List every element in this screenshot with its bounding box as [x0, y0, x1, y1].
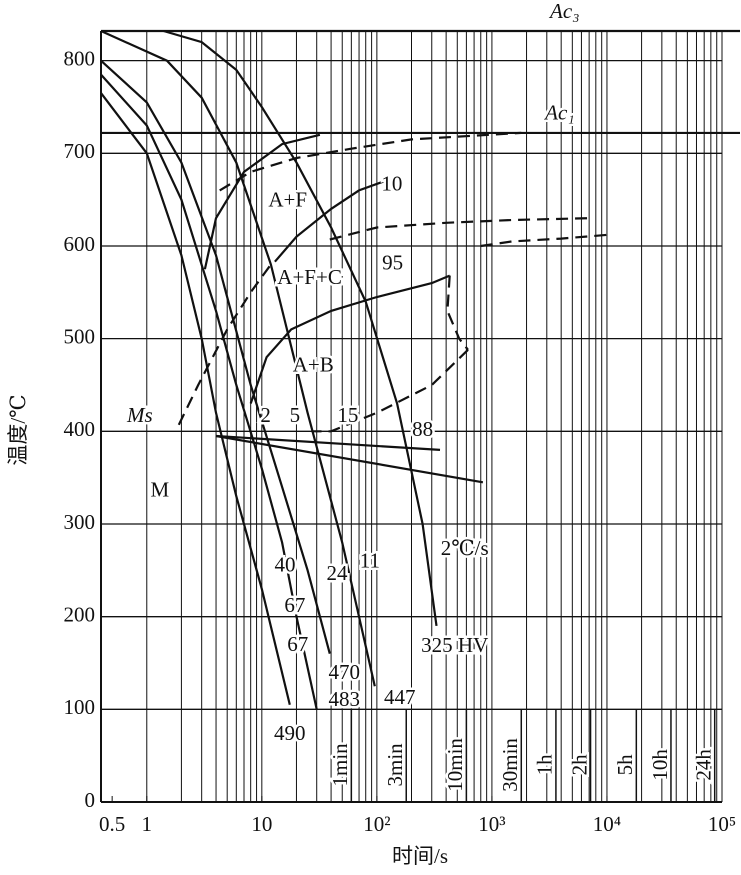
time-mark-label: 5h: [613, 754, 637, 776]
annotation: Ms: [126, 403, 153, 427]
x-tick-label: 10⁵: [708, 812, 736, 836]
curve: [177, 263, 272, 426]
annotation: 325 HV: [421, 633, 488, 657]
time-mark-label: 10h: [648, 749, 672, 781]
curve: [215, 434, 441, 451]
curve: [100, 73, 318, 710]
curve: [215, 434, 484, 484]
annotation: A+F: [268, 187, 307, 211]
annotation: 67: [287, 632, 308, 656]
annotation: 11: [360, 549, 380, 573]
y-tick-label: 500: [64, 324, 96, 348]
x-tick-label: 0.5: [99, 812, 125, 836]
annotation: 95: [382, 250, 403, 274]
time-mark-label: 1h: [533, 754, 557, 776]
y-axis-label: 温度/℃: [6, 394, 30, 465]
y-tick-label: 600: [64, 232, 96, 256]
x-axis-label: 时间/s: [392, 844, 448, 868]
annotation: 447: [384, 685, 416, 709]
annotation: 490: [274, 721, 306, 745]
annotation: 10: [381, 172, 402, 196]
annotation: A+B: [293, 352, 334, 376]
curve: [203, 133, 321, 270]
y-tick-label: 800: [64, 46, 96, 70]
annotation: 15: [337, 403, 358, 427]
x-tick-label: 1: [142, 812, 153, 836]
x-tick-label: 10: [251, 812, 272, 836]
curve: [100, 92, 291, 705]
annotation: A+F+C: [277, 265, 342, 289]
curve: [480, 233, 608, 248]
annotation: 67: [284, 593, 305, 617]
y-tick-label: 300: [64, 510, 96, 534]
time-mark-label: 10min: [443, 738, 467, 792]
reference-label: Ac₁: [543, 101, 574, 125]
annotation: 5: [290, 403, 301, 427]
y-tick-label: 700: [64, 139, 96, 163]
time-mark-label: 1min: [328, 743, 352, 787]
annotation: 483: [328, 687, 360, 711]
curve: [219, 131, 522, 192]
y-tick-label: 100: [64, 695, 96, 719]
y-tick-label: 400: [64, 417, 96, 441]
curve: [311, 349, 469, 433]
curve: [329, 217, 589, 241]
time-mark-label: 30min: [498, 738, 522, 792]
x-tick-label: 10³: [478, 812, 505, 836]
annotation: 40: [274, 552, 295, 576]
annotation: 470: [328, 660, 360, 684]
time-mark-label: 24h: [692, 749, 716, 781]
annotation: 88: [412, 417, 433, 441]
y-tick-label: 0: [85, 788, 96, 812]
reference-label: Ac₃: [548, 0, 579, 23]
curve: [163, 29, 438, 627]
time-mark-label: 2h: [567, 754, 591, 776]
annotation: 2: [260, 403, 271, 427]
curve: [100, 29, 376, 687]
x-tick-label: 10²: [363, 812, 390, 836]
curve: [249, 274, 451, 404]
x-tick-label: 10⁴: [593, 812, 621, 836]
curve: [274, 180, 386, 263]
time-mark-label: 3min: [383, 743, 407, 787]
annotation: M: [151, 477, 170, 501]
annotation: 2℃/s: [441, 536, 489, 560]
annotation: 24: [326, 561, 348, 585]
y-tick-label: 200: [64, 602, 96, 626]
